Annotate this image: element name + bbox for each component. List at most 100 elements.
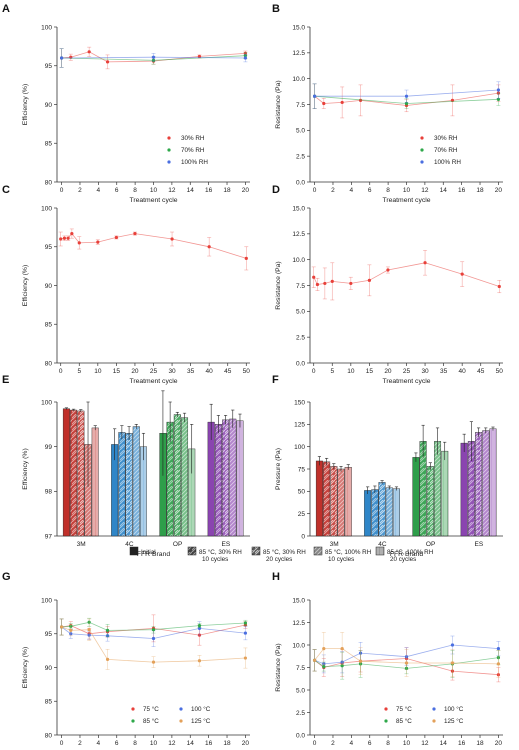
- bar-group-ES: [460, 421, 497, 537]
- x-tick-label: 2: [331, 187, 335, 194]
- data-point: [59, 56, 64, 60]
- legend-entry: 75 °C: [143, 705, 159, 713]
- data-point: [322, 662, 326, 666]
- data-point: [151, 660, 156, 664]
- data-point: [496, 88, 501, 92]
- data-point: [105, 628, 110, 632]
- data-point: [69, 632, 73, 636]
- data-point: [450, 643, 455, 647]
- legend-swatch-hatch: [252, 547, 260, 555]
- legend-marker: [420, 160, 424, 164]
- data-point: [87, 620, 91, 624]
- data-point: [151, 636, 156, 641]
- x-tick-label: 16: [205, 740, 213, 747]
- y-tick-label: 50: [298, 489, 306, 496]
- bar-hatch: [132, 426, 140, 536]
- data-point: [450, 669, 455, 673]
- x-axis-label: FFR Brand: [390, 551, 423, 558]
- x-tick-label: 20: [242, 740, 250, 747]
- data-point: [243, 54, 248, 58]
- bar-hatch: [118, 432, 126, 536]
- data-point: [62, 236, 67, 240]
- data-point: [69, 624, 73, 628]
- x-tick-label: 35: [440, 368, 448, 375]
- y-tick-label: 12.5: [292, 620, 305, 627]
- x-tick-label: 30: [168, 368, 176, 375]
- data-point: [386, 268, 390, 272]
- y-tick-label: 100: [41, 399, 52, 406]
- data-point: [197, 633, 202, 637]
- legend-swatch: [130, 547, 138, 555]
- x-tick-label: 2: [78, 187, 82, 194]
- bar-hatch: [215, 424, 222, 536]
- data-point: [105, 657, 110, 662]
- panel-label-H: H: [272, 571, 280, 583]
- data-point: [460, 272, 464, 276]
- y-tick-label: 90: [45, 283, 53, 290]
- bar-hatch: [222, 419, 229, 536]
- data-point: [496, 647, 501, 651]
- panel-B: B 0.0 2.5 5.0 7.5 10.0 12.5 15.0 Resistance (Pa)…: [272, 3, 503, 204]
- data-point: [497, 284, 501, 289]
- data-point: [404, 655, 409, 659]
- legend-marker: [167, 136, 171, 140]
- y-axis-label: Resistance (Pa): [275, 80, 282, 128]
- y-axis-label: Efficiency (%): [22, 448, 29, 489]
- bar: [207, 422, 215, 536]
- x-tick-label: 14: [187, 740, 195, 747]
- bar-hatch: [236, 420, 244, 536]
- data-point: [358, 651, 363, 655]
- series-100% RH: [59, 48, 248, 68]
- data-point: [96, 240, 100, 244]
- data-point: [243, 51, 248, 55]
- x-axis-label: Treatment cycle: [129, 378, 177, 385]
- legend-marker: [384, 719, 388, 723]
- x-tick-label: 6: [115, 740, 119, 747]
- y-tick-label: 7.5: [296, 665, 305, 672]
- series-data: [58, 228, 249, 271]
- legend-marker: [384, 707, 388, 711]
- data-point: [77, 241, 81, 245]
- data-point: [105, 634, 110, 638]
- legend-swatch-outline: [251, 546, 261, 556]
- x-axis-label: Treatment cycle: [129, 197, 177, 204]
- panel-H: H 0.0 2.5 5.0 7.5 10.0 12.5 15.0 Resistance (Pa)…: [272, 571, 503, 747]
- bar-hatch: [378, 482, 386, 536]
- y-tick-label: 0: [301, 533, 305, 540]
- data-point: [330, 279, 334, 283]
- y-tick-label: 10.0: [292, 76, 305, 83]
- bar-hatch: [427, 466, 434, 536]
- data-point: [404, 101, 409, 106]
- legend-entry: 85 °C: [143, 717, 159, 725]
- bar-group-4C: [364, 480, 400, 537]
- bar: [364, 490, 371, 536]
- bar-group-3M: [62, 401, 99, 537]
- y-tick-label: 15.0: [292, 205, 305, 212]
- data-point: [322, 665, 326, 669]
- data-point: [322, 647, 326, 651]
- bar-hatch: [385, 487, 393, 536]
- bar: [412, 457, 420, 536]
- x-tick-label: 4: [97, 740, 101, 747]
- y-tick-label: 80: [45, 360, 53, 367]
- x-tick-label: 12: [421, 740, 429, 747]
- legend-entry: 85 °C, 100% RH: [387, 548, 434, 556]
- series-100 °C: [312, 635, 501, 674]
- data-point: [87, 628, 91, 632]
- legend-marker: [179, 719, 183, 723]
- data-point: [66, 236, 70, 240]
- data-point: [315, 282, 320, 287]
- panel-label-D: D: [272, 184, 280, 196]
- bar-group-4C: [111, 424, 147, 537]
- bar-group-OP: [159, 390, 196, 537]
- data-point: [243, 631, 248, 635]
- data-point: [323, 281, 327, 286]
- x-tick-label: 16: [458, 187, 466, 194]
- y-tick-label: 90: [45, 102, 53, 109]
- series-85 °C: [59, 617, 248, 637]
- x-tick-label: 16: [458, 740, 466, 747]
- x-tick-label: 0: [313, 187, 317, 194]
- y-tick-label: 85: [45, 322, 53, 329]
